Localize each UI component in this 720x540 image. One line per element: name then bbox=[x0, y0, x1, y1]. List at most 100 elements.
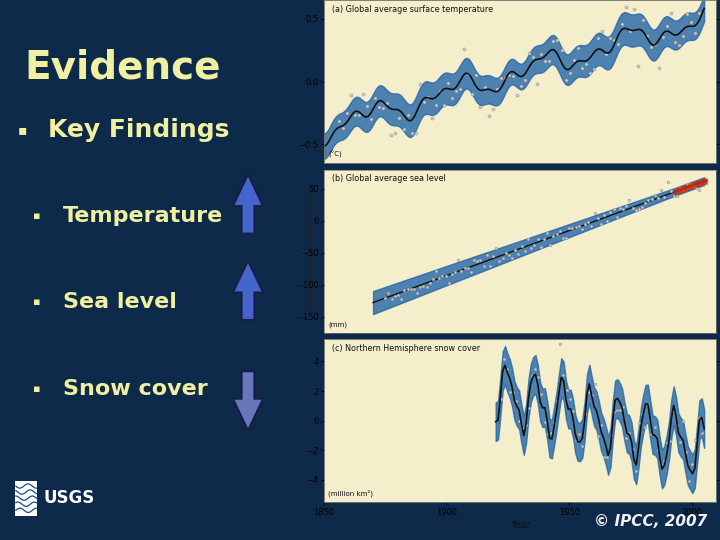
Point bbox=[484, 262, 495, 271]
Point bbox=[642, 400, 654, 409]
Point bbox=[526, 244, 537, 252]
Point bbox=[349, 111, 361, 119]
Point bbox=[402, 285, 413, 293]
Point bbox=[593, 432, 604, 441]
Point bbox=[646, 195, 657, 204]
Point bbox=[420, 282, 432, 291]
Point bbox=[377, 104, 389, 113]
Point bbox=[629, 4, 640, 13]
Point bbox=[681, 180, 693, 188]
Point bbox=[394, 114, 405, 123]
Point bbox=[386, 131, 397, 140]
Point bbox=[556, 45, 567, 54]
Point bbox=[652, 194, 664, 202]
Point bbox=[627, 204, 639, 213]
Point bbox=[595, 220, 607, 228]
Point bbox=[548, 231, 559, 240]
Point bbox=[454, 85, 466, 93]
Polygon shape bbox=[233, 372, 263, 430]
Point bbox=[567, 224, 578, 232]
Point bbox=[379, 293, 391, 302]
Point bbox=[495, 74, 506, 83]
Point bbox=[389, 292, 400, 300]
Point bbox=[669, 38, 680, 46]
X-axis label: Year: Year bbox=[510, 519, 531, 530]
Point bbox=[559, 76, 571, 85]
Point bbox=[500, 249, 512, 258]
Point bbox=[593, 33, 604, 42]
Point bbox=[520, 421, 531, 429]
Point bbox=[399, 286, 410, 294]
Text: (°C): (°C) bbox=[328, 151, 342, 158]
Point bbox=[573, 430, 585, 438]
Point bbox=[522, 234, 534, 243]
Polygon shape bbox=[233, 175, 263, 233]
Point bbox=[685, 17, 697, 26]
Point bbox=[491, 84, 503, 93]
Point bbox=[577, 442, 588, 451]
Point bbox=[395, 294, 407, 303]
Point bbox=[424, 278, 436, 287]
Point bbox=[671, 192, 683, 200]
Point bbox=[542, 429, 554, 438]
Point bbox=[589, 380, 600, 388]
Point bbox=[633, 418, 644, 427]
Point bbox=[539, 417, 550, 426]
Point bbox=[633, 205, 644, 213]
Point bbox=[643, 195, 654, 204]
Point bbox=[586, 390, 598, 399]
Point bbox=[639, 199, 651, 207]
Point bbox=[608, 205, 619, 213]
Point bbox=[494, 256, 505, 265]
Point bbox=[568, 56, 580, 64]
Point bbox=[431, 267, 442, 275]
Point bbox=[624, 195, 635, 204]
Point bbox=[580, 410, 591, 418]
Point bbox=[580, 219, 591, 228]
Point bbox=[649, 422, 660, 431]
Point bbox=[686, 460, 698, 468]
Point bbox=[414, 80, 426, 89]
Point bbox=[523, 48, 535, 57]
Text: Evidence: Evidence bbox=[24, 49, 220, 86]
Point bbox=[616, 20, 628, 29]
Point bbox=[333, 116, 344, 125]
Point bbox=[511, 91, 523, 99]
Point bbox=[474, 103, 486, 111]
Point bbox=[408, 285, 420, 293]
Point bbox=[659, 193, 670, 201]
Point bbox=[513, 249, 524, 258]
Point bbox=[572, 44, 583, 52]
Point bbox=[605, 431, 616, 440]
Point bbox=[503, 71, 515, 79]
Point bbox=[418, 281, 429, 290]
Point bbox=[397, 124, 409, 133]
Point bbox=[487, 105, 498, 113]
Point bbox=[452, 256, 464, 265]
Point bbox=[649, 39, 660, 48]
Point bbox=[655, 186, 667, 194]
Point bbox=[582, 388, 594, 396]
Point bbox=[636, 410, 648, 418]
Point bbox=[608, 407, 619, 416]
Point bbox=[652, 446, 663, 454]
Point bbox=[479, 83, 490, 91]
Point bbox=[671, 421, 683, 429]
Point bbox=[501, 364, 513, 373]
Point bbox=[354, 111, 365, 119]
Point bbox=[693, 9, 705, 17]
Point bbox=[446, 93, 458, 102]
Point bbox=[564, 69, 575, 77]
Point bbox=[564, 224, 575, 233]
Point bbox=[503, 251, 515, 259]
Point bbox=[668, 192, 680, 200]
Point bbox=[552, 36, 563, 44]
Point bbox=[532, 234, 544, 243]
Point bbox=[468, 256, 480, 265]
Point bbox=[554, 226, 565, 235]
Point bbox=[499, 74, 510, 83]
Point bbox=[519, 76, 531, 84]
Point bbox=[678, 32, 689, 41]
Point bbox=[630, 205, 642, 214]
Point bbox=[337, 123, 348, 132]
